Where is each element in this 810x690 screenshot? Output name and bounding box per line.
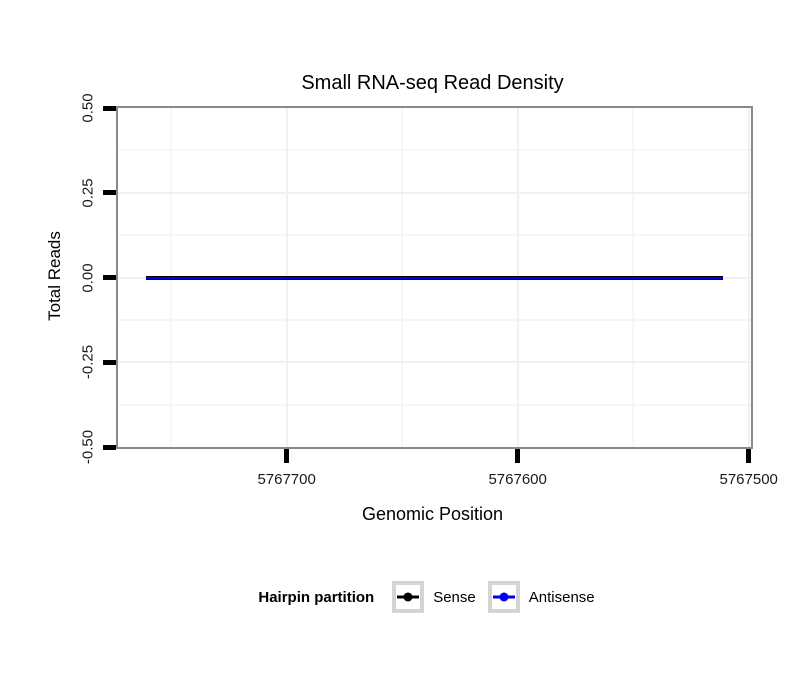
h-minor-gridline (118, 403, 751, 406)
legend-title: Hairpin partition (258, 588, 375, 606)
x-tick-label: 5767700 (257, 471, 316, 488)
antisense-key-point-icon (499, 592, 509, 602)
y-tick-label: -0.50 (79, 429, 97, 465)
legend-label-antisense: Antisense (528, 588, 595, 606)
y-tick (103, 359, 116, 365)
legend-label-sense: Sense (433, 588, 476, 606)
x-tick (515, 449, 521, 463)
y-tick (103, 275, 116, 280)
y-tick (103, 190, 116, 196)
legend-entry-sense: Sense (392, 581, 476, 613)
h-minor-gridline (118, 234, 751, 237)
x-tick-label: 5767500 (719, 471, 778, 488)
x-tick (746, 449, 752, 463)
h-minor-gridline (118, 149, 751, 152)
y-tick-label: 0.50 (79, 93, 97, 123)
y-tick-label: -0.25 (79, 345, 97, 380)
legend: Hairpin partition Sense Antisense (116, 581, 749, 613)
sense-key-point-icon (403, 592, 413, 602)
y-tick-label: 0.00 (79, 262, 97, 293)
h-minor-gridline (118, 318, 751, 321)
y-axis-title: Total Reads (45, 231, 64, 321)
h-major-gridline (118, 361, 751, 364)
y-tick-label: 0.25 (79, 178, 97, 208)
h-major-gridline (118, 191, 751, 194)
chart-title: Small RNA-seq Read Density (301, 72, 564, 94)
antisense-key-swatch (487, 581, 520, 613)
sense-key-swatch (392, 581, 425, 613)
plot-panel: 0.50 0.25 0.00 -0.25 -0.50 5767700 5767600 5767… (80, 93, 778, 488)
y-tick (103, 444, 116, 450)
series-line-antisense (145, 276, 724, 279)
x-tick-label: 5767600 (488, 471, 547, 488)
legend-entry-antisense: Antisense (487, 581, 595, 613)
x-axis-title: Genomic Position (361, 504, 504, 524)
x-tick (284, 449, 290, 463)
y-tick (103, 105, 116, 111)
